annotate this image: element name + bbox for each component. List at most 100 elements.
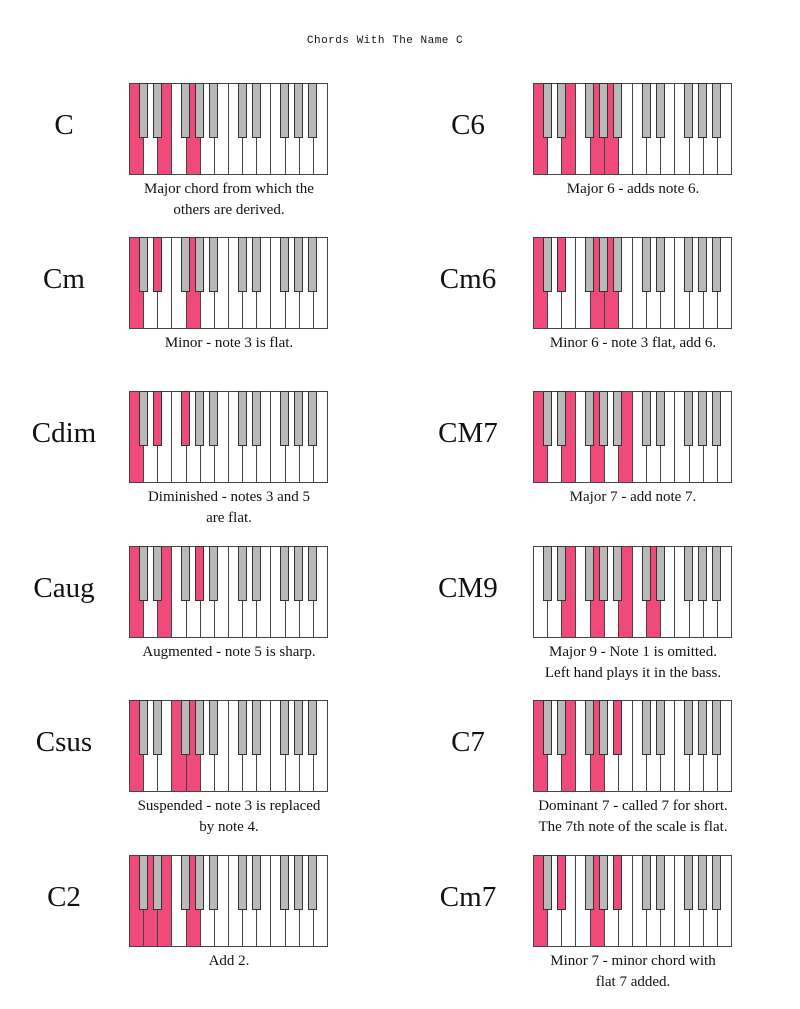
black-key-c-sharp1 xyxy=(138,700,148,755)
black-key-c-sharp1 xyxy=(138,391,148,446)
chord-caption: Major 6 - adds note 6. xyxy=(508,179,758,200)
black-key-d-sharp2 xyxy=(655,391,665,446)
black-key-f-sharp1 xyxy=(585,700,595,755)
black-key-f-sharp1 xyxy=(181,855,191,910)
black-key-a-sharp1 xyxy=(613,391,623,446)
black-key-a-sharp2 xyxy=(712,391,722,446)
black-key-a-sharp2 xyxy=(712,700,722,755)
black-key-c-sharp2 xyxy=(237,237,247,292)
black-key-a-sharp1 xyxy=(209,83,219,138)
chord-card-cm7: Cm7 Minor 7 - minor chord with flat 7 adde… xyxy=(404,855,800,1009)
chord-card-c6: C6 Major 6 - adds note 6. xyxy=(404,83,800,237)
caption-line: Major chord from which the xyxy=(144,181,314,197)
black-key-f-sharp1 xyxy=(181,237,191,292)
black-key-f-sharp1 xyxy=(181,700,191,755)
black-key-c-sharp2 xyxy=(237,546,247,601)
caption-line: Major 7 - add note 7. xyxy=(569,489,697,505)
black-key-d-sharp2 xyxy=(251,700,261,755)
black-key-d-sharp2 xyxy=(251,546,261,601)
black-key-c-sharp1 xyxy=(138,855,148,910)
black-key-g-sharp2 xyxy=(294,546,304,601)
black-key-a-sharp1 xyxy=(613,855,623,910)
caption-line: Minor - note 3 is flat. xyxy=(164,335,294,351)
chord-card-csus: Csus Suspended - note 3 is replaced by not… xyxy=(0,700,400,854)
chord-caption: Add 2. xyxy=(104,951,354,972)
black-key-f-sharp2 xyxy=(684,700,694,755)
caption-line: by note 4. xyxy=(199,819,259,835)
black-key-d-sharp2 xyxy=(251,391,261,446)
caption-line: The 7th note of the scale is flat. xyxy=(538,819,728,835)
black-key-c-sharp1 xyxy=(542,237,552,292)
black-key-a-sharp2 xyxy=(308,237,318,292)
chord-card-c2: C2 Add 2. xyxy=(0,855,400,1009)
chord-card-caug: Caug Augmented - note 5 is sharp. xyxy=(0,546,400,700)
black-key-d-sharp1 xyxy=(556,700,566,755)
chord-caption: Major 9 - Note 1 is omitted. Left hand pl… xyxy=(508,642,758,684)
black-key-c-sharp2 xyxy=(237,855,247,910)
black-key-f-sharp1 xyxy=(181,391,191,446)
black-key-a-sharp1 xyxy=(209,700,219,755)
caption-line: Diminished - notes 3 and 5 xyxy=(147,489,311,505)
chord-name: Cm7 xyxy=(439,881,497,913)
chord-card-cm6: Cm6 Minor 6 - note 3 flat, add 6. xyxy=(404,237,800,391)
black-key-a-sharp2 xyxy=(712,855,722,910)
chord-name: Cm xyxy=(43,263,85,295)
black-key-d-sharp1 xyxy=(556,546,566,601)
chord-name: C2 xyxy=(47,881,81,913)
black-key-f-sharp2 xyxy=(684,855,694,910)
piano-keyboard xyxy=(129,855,328,947)
black-key-g-sharp1 xyxy=(599,391,609,446)
black-key-c-sharp1 xyxy=(542,83,552,138)
black-key-f-sharp1 xyxy=(585,391,595,446)
chord-name: Csus xyxy=(35,726,93,758)
black-key-g-sharp1 xyxy=(599,83,609,138)
black-key-a-sharp1 xyxy=(209,855,219,910)
black-key-d-sharp2 xyxy=(251,83,261,138)
black-key-a-sharp1 xyxy=(209,546,219,601)
black-key-f-sharp2 xyxy=(684,546,694,601)
black-key-d-sharp1 xyxy=(152,391,162,446)
black-key-g-sharp1 xyxy=(195,391,205,446)
black-key-c-sharp2 xyxy=(641,546,651,601)
black-key-d-sharp1 xyxy=(152,237,162,292)
black-key-d-sharp1 xyxy=(152,546,162,601)
black-key-c-sharp2 xyxy=(237,700,247,755)
black-key-c-sharp1 xyxy=(138,83,148,138)
black-key-d-sharp1 xyxy=(556,391,566,446)
black-key-a-sharp2 xyxy=(308,391,318,446)
caption-line: Augmented - note 5 is sharp. xyxy=(142,644,316,660)
black-key-d-sharp1 xyxy=(556,855,566,910)
piano-keyboard xyxy=(129,237,328,329)
black-key-g-sharp2 xyxy=(294,237,304,292)
piano-keyboard xyxy=(129,546,328,638)
chord-name: C xyxy=(54,109,74,141)
black-key-d-sharp1 xyxy=(152,83,162,138)
black-key-g-sharp2 xyxy=(698,237,708,292)
chord-name: Cdim xyxy=(31,417,97,449)
black-key-g-sharp1 xyxy=(195,700,205,755)
black-key-f-sharp2 xyxy=(280,237,290,292)
black-key-a-sharp1 xyxy=(613,546,623,601)
black-key-d-sharp2 xyxy=(655,237,665,292)
black-key-g-sharp2 xyxy=(698,391,708,446)
chord-name: C6 xyxy=(451,109,485,141)
black-key-c-sharp2 xyxy=(237,391,247,446)
black-key-d-sharp1 xyxy=(152,855,162,910)
piano-keyboard xyxy=(129,700,328,792)
black-key-f-sharp1 xyxy=(585,83,595,138)
chord-caption: Minor 6 - note 3 flat, add 6. xyxy=(508,333,758,354)
black-key-c-sharp1 xyxy=(138,237,148,292)
black-key-f-sharp2 xyxy=(684,391,694,446)
chord-card-cm: Cm Minor - note 3 is flat. xyxy=(0,237,400,391)
page-title: Chords With The Name C xyxy=(306,35,464,47)
black-key-c-sharp2 xyxy=(641,237,651,292)
black-key-c-sharp1 xyxy=(542,391,552,446)
black-key-a-sharp1 xyxy=(209,391,219,446)
black-key-a-sharp2 xyxy=(308,700,318,755)
chord-card-cdim: Cdim Diminished - notes 3 and 5 are flat. xyxy=(0,391,400,545)
chord-caption: Minor - note 3 is flat. xyxy=(104,333,354,354)
chord-card-c7: C7 Dominant 7 - called 7 for short. The 7t… xyxy=(404,700,800,854)
caption-line: Add 2. xyxy=(208,953,250,969)
piano-keyboard xyxy=(533,83,732,175)
piano-keyboard xyxy=(533,855,732,947)
